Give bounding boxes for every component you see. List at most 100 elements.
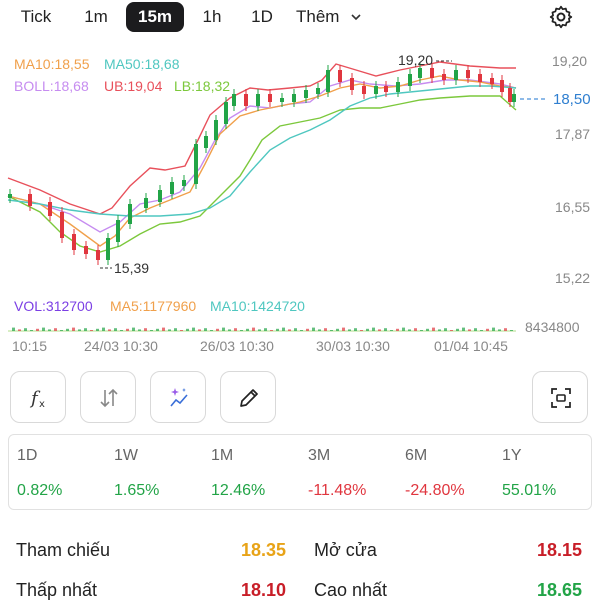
- volume-bar: [402, 327, 405, 331]
- volume-bar: [342, 327, 345, 331]
- tab-1h[interactable]: 1h: [202, 7, 222, 26]
- tab-more[interactable]: Thêm: [296, 2, 376, 32]
- volume-bar: [336, 328, 339, 331]
- candle-body: [182, 180, 186, 186]
- candle-body: [268, 94, 272, 102]
- price-chart[interactable]: MA10:18,55 MA50:18,68 BOLL:18,68 UB:19,0…: [0, 40, 600, 360]
- candle-body: [292, 94, 296, 102]
- candle-body: [490, 78, 494, 84]
- volume-bar: [486, 328, 489, 331]
- reference-price-label: Tham chiếu: [16, 540, 111, 560]
- volume-bar: [72, 327, 75, 331]
- volume-bar: [462, 327, 465, 331]
- candle-body: [194, 144, 198, 184]
- high-price-marker: 19,20: [398, 52, 434, 68]
- volume-bar: [54, 328, 57, 331]
- low-price-label: Thấp nhất: [16, 580, 98, 600]
- volume-bar: [12, 327, 15, 331]
- volume-bar: [84, 328, 87, 331]
- time-axis-label: 01/04 10:45: [434, 338, 508, 354]
- tab-1m[interactable]: 1m: [84, 7, 108, 26]
- return-1y[interactable]: 1Y 55.01%: [494, 435, 591, 511]
- candle-body: [304, 90, 308, 98]
- formula-icon: f x: [29, 388, 45, 410]
- return-value: -11.48%: [308, 482, 367, 499]
- compare-button[interactable]: [80, 371, 136, 423]
- volume-bar: [354, 328, 357, 331]
- tab-1d[interactable]: 1D: [251, 7, 273, 26]
- return-1d[interactable]: 1D 0.82%: [9, 435, 106, 511]
- volume-bar: [390, 330, 393, 331]
- volume-bar: [48, 329, 51, 331]
- price-axis-label: 19,20: [552, 53, 588, 69]
- return-value: -24.80%: [405, 482, 465, 499]
- low-price-value: 18.10: [240, 580, 286, 600]
- gear-icon[interactable]: [548, 4, 574, 30]
- volume-bar: [294, 328, 297, 331]
- volume-bar: [330, 330, 333, 331]
- volume-bar: [186, 328, 189, 331]
- fullscreen-button[interactable]: [532, 371, 588, 423]
- volume-bar: [156, 328, 159, 331]
- volume-bar: [132, 327, 135, 331]
- candle-body: [232, 94, 236, 106]
- volume-bar: [306, 328, 309, 331]
- candle-body: [96, 250, 100, 260]
- time-axis-label: 30/03 10:30: [316, 338, 390, 354]
- boll-legend: BOLL:18,68: [14, 78, 89, 94]
- volume-ma5-legend: MA5:1177960: [110, 298, 197, 314]
- volume-bar: [312, 327, 315, 331]
- volume-bar: [234, 328, 237, 331]
- return-3m[interactable]: 3M -11.48%: [300, 435, 397, 511]
- compare-arrows-icon: [100, 388, 118, 408]
- candle-body: [128, 204, 132, 224]
- volume-bar: [258, 329, 261, 331]
- ub-legend: UB:19,04: [104, 78, 163, 94]
- candle-body: [28, 194, 32, 206]
- volume-bar: [108, 329, 111, 331]
- tab-tick[interactable]: Tick: [20, 7, 52, 26]
- return-value: 12.46%: [211, 482, 266, 499]
- candle-body: [500, 80, 504, 92]
- volume-bar: [372, 327, 375, 331]
- candle-body: [466, 70, 470, 78]
- indicator-lines: [7, 61, 517, 253]
- tab-15m[interactable]: 15m: [126, 2, 184, 32]
- volume-bar: [192, 327, 195, 331]
- indicator-button[interactable]: f x: [10, 371, 66, 423]
- volume-bar: [222, 327, 225, 331]
- volume-bar: [384, 328, 387, 331]
- draw-button[interactable]: [220, 371, 276, 423]
- price-axis-label: 15,22: [555, 270, 591, 286]
- volume-bar: [120, 330, 123, 331]
- volume-bar: [414, 328, 417, 331]
- return-1m[interactable]: 1M 12.46%: [203, 435, 300, 511]
- volume-bar: [504, 328, 507, 331]
- volume-bar: [468, 329, 471, 331]
- volume-bar: [348, 329, 351, 331]
- candle-body: [442, 74, 446, 80]
- return-1w[interactable]: 1W 1.65%: [106, 435, 203, 511]
- return-period-label: 1M: [211, 447, 234, 464]
- return-value: 1.65%: [114, 482, 160, 499]
- candle-body: [430, 68, 434, 78]
- candle-body: [316, 88, 320, 94]
- return-period-label: 6M: [405, 447, 428, 464]
- time-axis-label: 10:15: [12, 338, 48, 354]
- low-price-marker: 15,39: [114, 260, 150, 276]
- candle-body: [48, 202, 52, 216]
- pencil-icon: [240, 389, 258, 407]
- volume-bar: [438, 329, 441, 331]
- ai-analysis-button[interactable]: [150, 371, 206, 423]
- volume-bar: [78, 329, 81, 331]
- volume-bar: [96, 328, 99, 331]
- candle-body: [396, 82, 400, 92]
- return-6m[interactable]: 6M -24.80%: [397, 435, 494, 511]
- lb-legend: LB:18,32: [174, 78, 231, 94]
- candle-body: [418, 68, 422, 78]
- return-period-label: 1D: [17, 447, 38, 464]
- volume-bar: [360, 330, 363, 331]
- bollinger-lower-line: [7, 95, 517, 253]
- svg-text:x: x: [39, 399, 45, 410]
- price-axis-label: 16,55: [555, 199, 591, 215]
